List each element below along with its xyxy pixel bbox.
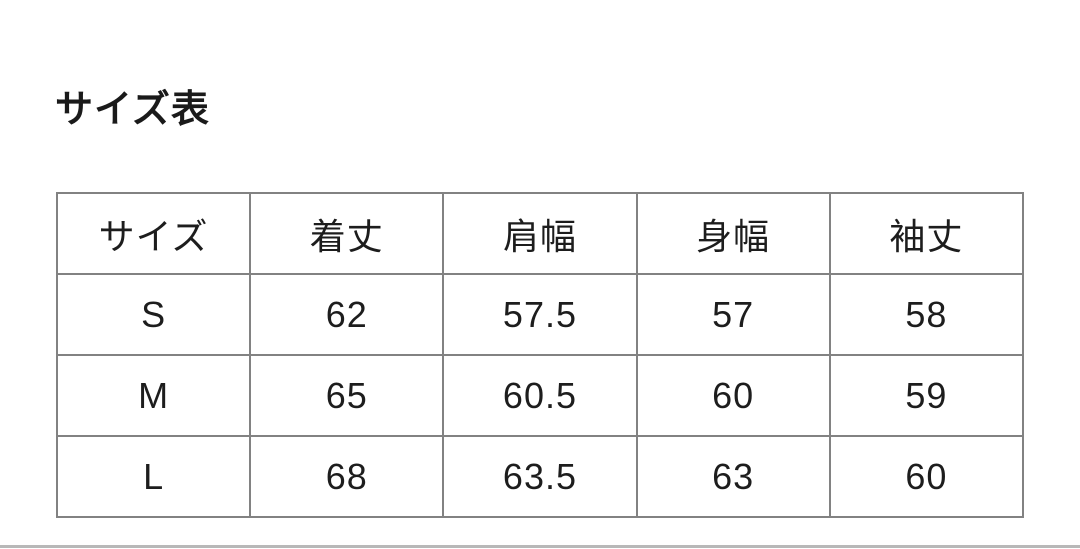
cell-l-shoulder-width: 63.5	[442, 435, 638, 518]
cell-m-shoulder-width: 60.5	[442, 354, 638, 437]
cell-m-sleeve-length: 59	[828, 354, 1025, 437]
cell-size-l: L	[55, 435, 252, 518]
cell-l-length: 68	[249, 435, 445, 518]
cell-s-sleeve-length: 58	[828, 273, 1025, 356]
cell-m-length: 65	[249, 354, 445, 437]
cell-s-body-width: 57	[635, 273, 831, 356]
table-row-s: S 62 57.5 57 58	[55, 273, 1025, 356]
column-header-length: 着丈	[249, 192, 445, 275]
cell-m-body-width: 60	[635, 354, 831, 437]
cell-s-shoulder-width: 57.5	[442, 273, 638, 356]
table-row-l: L 68 63.5 63 60	[55, 435, 1025, 518]
cell-size-m: M	[55, 354, 252, 437]
bottom-divider	[0, 545, 1080, 548]
page-title: サイズ表	[55, 89, 210, 131]
column-header-sleeve-length: 袖丈	[828, 192, 1025, 275]
column-header-shoulder-width: 肩幅	[442, 192, 638, 275]
size-table-body: S 62 57.5 57 58 M 65 60.5 60 59 L 68 63.…	[55, 273, 1025, 518]
column-header-size: サイズ	[55, 192, 252, 275]
column-header-body-width: 身幅	[635, 192, 831, 275]
cell-size-s: S	[55, 273, 252, 356]
cell-l-sleeve-length: 60	[828, 435, 1025, 518]
size-table-head: サイズ 着丈 肩幅 身幅 袖丈	[55, 192, 1025, 275]
cell-l-body-width: 63	[635, 435, 831, 518]
cell-s-length: 62	[249, 273, 445, 356]
size-table: サイズ 着丈 肩幅 身幅 袖丈 S 62 57.5 57 58 M 65 60.…	[55, 192, 1025, 518]
table-row-m: M 65 60.5 60 59	[55, 354, 1025, 437]
header-row: サイズ 着丈 肩幅 身幅 袖丈	[55, 192, 1025, 275]
